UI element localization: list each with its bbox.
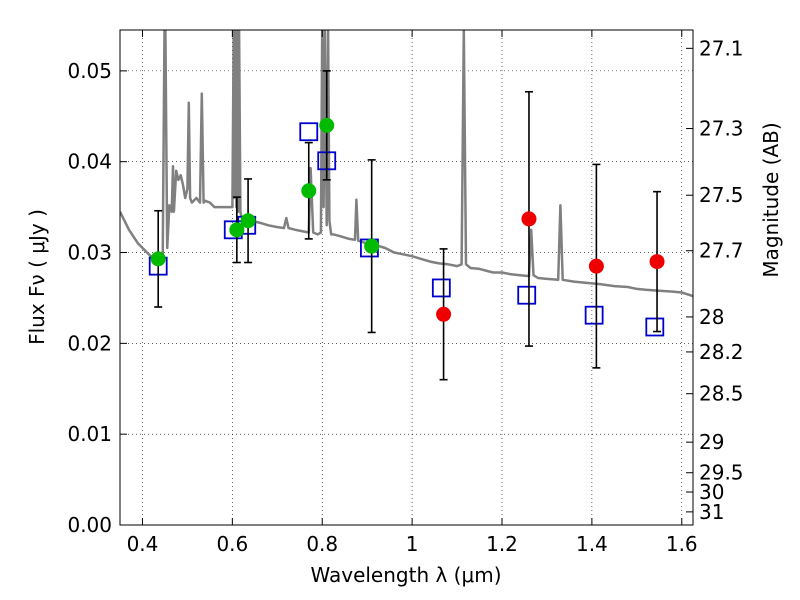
y-tick-label: 0.01 (67, 422, 112, 446)
plot-frame (119, 29, 694, 526)
right-tick-label: 27.1 (699, 36, 744, 60)
right-tick-label: 30 (699, 480, 724, 504)
observed-flux-point (150, 251, 166, 267)
y-axis-title: Flux Fν ( μJy ) (25, 209, 49, 345)
observed-flux-point (240, 213, 256, 229)
right-tick-label: 29 (699, 430, 724, 454)
x-tick-label: 0.4 (127, 532, 159, 556)
plot-area (120, 30, 693, 525)
observed-flux-point (649, 254, 665, 270)
observed-flux-point (229, 222, 245, 238)
grid (120, 30, 693, 526)
observed-flux-point (301, 183, 317, 199)
right-axis-title: Magnitude (AB) (759, 122, 783, 277)
right-tick-label: 28 (699, 305, 724, 329)
right-tick-label: 28.2 (699, 340, 744, 364)
observed-flux-point (521, 211, 537, 227)
observed-flux-point (364, 238, 380, 254)
y-tick-label: 0.02 (67, 331, 112, 355)
x-tick-label: 1.6 (666, 532, 698, 556)
right-tick-label: 27.3 (699, 117, 744, 141)
model-flux-square (517, 285, 537, 305)
right-tick-label: 27.5 (699, 183, 744, 207)
y-tick-label: 0.03 (67, 241, 112, 265)
observed-flux-point (319, 117, 335, 133)
x-axis-title: Wavelength λ (μm) (310, 563, 501, 587)
right-tick-label: 31 (699, 500, 724, 524)
model-spectrum-line (120, 30, 693, 298)
model-flux-square (299, 122, 319, 142)
model-flux-square (645, 317, 665, 337)
right-tick-label: 29.5 (699, 461, 744, 485)
x-tick-label: 1.4 (576, 532, 608, 556)
y-tick-label: 0.04 (67, 150, 112, 174)
x-tick-label: 1.2 (486, 532, 518, 556)
model-flux-square (584, 305, 604, 325)
right-tick-label: 28.5 (699, 382, 744, 406)
x-tick-label: 1 (406, 532, 419, 556)
model-flux-square (431, 278, 451, 298)
observed-flux-point (436, 306, 452, 322)
y-tick-label: 0.05 (67, 59, 112, 83)
x-tick-label: 0.8 (306, 532, 338, 556)
y-tick-label: 0.00 (67, 513, 112, 537)
right-tick-label: 27.7 (699, 239, 744, 263)
x-tick-label: 0.6 (216, 532, 248, 556)
observed-flux-point (588, 258, 604, 274)
